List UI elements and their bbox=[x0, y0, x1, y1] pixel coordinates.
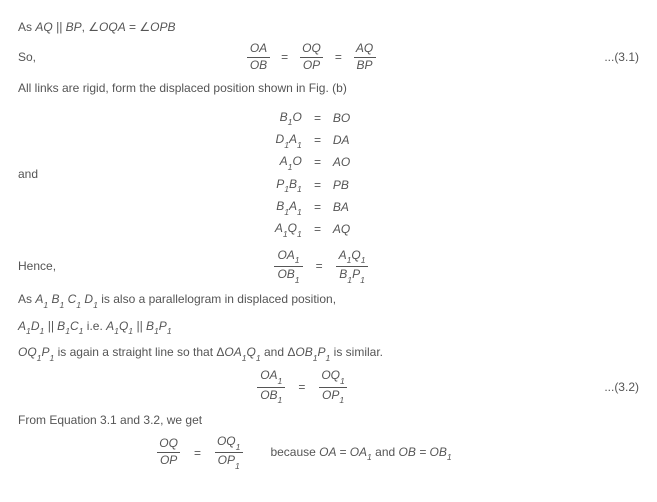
den: OB1 bbox=[257, 387, 285, 405]
num: OA1 bbox=[257, 369, 285, 386]
rhs: AQ bbox=[327, 218, 356, 240]
den: BP bbox=[354, 57, 376, 73]
equation-3-2: OA1OB1 = OQ1OP1 ...(3.2) bbox=[18, 369, 639, 405]
t: OPB bbox=[150, 20, 175, 34]
eq-sign: = bbox=[308, 196, 327, 218]
eq-sign: = bbox=[308, 174, 327, 196]
lhs: P1B1 bbox=[269, 174, 308, 196]
lhs: B1O bbox=[269, 107, 308, 129]
eq-sign: = bbox=[316, 257, 323, 275]
lhs: B1A1 bbox=[269, 196, 308, 218]
t: i.e. bbox=[83, 319, 106, 333]
t: is again a straight line so that Δ bbox=[54, 345, 224, 359]
t: and bbox=[372, 445, 399, 459]
num: OQ1 bbox=[214, 435, 243, 452]
because-clause: because OA = OA1 and OB = OB1 bbox=[270, 443, 451, 463]
num: OQ bbox=[156, 437, 181, 452]
eq-sign: = bbox=[194, 444, 201, 462]
eq-sign: = bbox=[308, 129, 327, 151]
t: A1Q1 || B1P1 bbox=[106, 319, 171, 333]
rigid-equalities: and B1O=BO D1A1=DA A1O=AO P1B1=PB B1A1=B… bbox=[18, 103, 639, 245]
text-parallel-segments: A1D1 || B1C1 i.e. A1Q1 || B1P1 bbox=[18, 317, 639, 337]
den: OB1 bbox=[274, 266, 302, 284]
label-and: and bbox=[18, 165, 46, 183]
eq-number: ...(3.2) bbox=[579, 378, 639, 396]
t: OA1Q1 bbox=[224, 345, 260, 359]
t: As bbox=[18, 20, 35, 34]
num: OQ bbox=[299, 42, 324, 57]
den: B1P1 bbox=[336, 266, 368, 284]
eq-sign: = bbox=[281, 48, 288, 66]
den: OP1 bbox=[319, 387, 347, 405]
rhs: BA bbox=[327, 196, 356, 218]
den: OP bbox=[300, 57, 323, 73]
den: OP1 bbox=[215, 452, 243, 470]
rhs: AO bbox=[327, 151, 356, 173]
aligned-block: B1O=BO D1A1=DA A1O=AO P1B1=PB B1A1=BA A1… bbox=[269, 107, 356, 241]
eq-body: OA1OB1 = OQ1OP1 bbox=[26, 369, 579, 405]
num: OA bbox=[247, 42, 270, 57]
num: A1Q1 bbox=[336, 249, 369, 266]
eq-sign: = bbox=[335, 48, 342, 66]
num: AQ bbox=[353, 42, 376, 57]
den: OP bbox=[157, 452, 180, 468]
equation-final: OQOP = OQ1OP1 because OA = OA1 and OB = … bbox=[18, 435, 639, 471]
t: AQ || BP bbox=[35, 20, 81, 34]
rhs: DA bbox=[327, 129, 356, 151]
eq-sign: = bbox=[308, 218, 327, 240]
t: , ∠ bbox=[82, 20, 99, 34]
t: A1 B1 C1 D1 bbox=[35, 292, 98, 306]
t: A1D1 || B1C1 bbox=[18, 319, 83, 333]
t: and Δ bbox=[261, 345, 296, 359]
eq-body: OA1OB1 = A1Q1B1P1 bbox=[64, 249, 579, 285]
t: OB = OB1 bbox=[399, 445, 452, 459]
lhs: D1A1 bbox=[269, 129, 308, 151]
eq-number: ...(3.1) bbox=[579, 48, 639, 66]
t: OA = OA1 bbox=[319, 445, 372, 459]
eq-sign: = bbox=[298, 378, 305, 396]
t: OQA bbox=[99, 20, 126, 34]
text-parallelogram: As A1 B1 C1 D1 is also a parallelogram i… bbox=[18, 290, 639, 310]
den: OB bbox=[247, 57, 270, 73]
t: because bbox=[270, 445, 319, 459]
t: = ∠ bbox=[126, 20, 150, 34]
t: OB1P1 bbox=[295, 345, 330, 359]
text-similar-triangles: OQ1P1 is again a straight line so that Δ… bbox=[18, 343, 639, 363]
equation-3-1: So, OAOB = OQOP = AQBP ...(3.1) bbox=[18, 42, 639, 73]
t: is also a parallelogram in displaced pos… bbox=[98, 292, 336, 306]
t: As bbox=[18, 292, 35, 306]
text-rigid-links: All links are rigid, form the displaced … bbox=[18, 79, 639, 97]
eq-body: OQOP = OQ1OP1 because OA = OA1 and OB = … bbox=[26, 435, 579, 471]
lhs: A1O bbox=[269, 151, 308, 173]
eq-body: OAOB = OQOP = AQBP bbox=[44, 42, 579, 73]
label-so: So, bbox=[18, 48, 44, 66]
aligned-wrap: B1O=BO D1A1=DA A1O=AO P1B1=PB B1A1=BA A1… bbox=[46, 103, 579, 245]
eq-sign: = bbox=[308, 107, 327, 129]
t: is similar. bbox=[330, 345, 383, 359]
t: OQ1P1 bbox=[18, 345, 54, 359]
eq-sign: = bbox=[308, 151, 327, 173]
text-from-equations: From Equation 3.1 and 3.2, we get bbox=[18, 411, 639, 429]
rhs: PB bbox=[327, 174, 356, 196]
text-parallel-statement: As AQ || BP, ∠OQA = ∠OPB bbox=[18, 18, 639, 36]
label-hence: Hence, bbox=[18, 257, 64, 275]
num: OA1 bbox=[274, 249, 302, 266]
lhs: A1Q1 bbox=[269, 218, 308, 240]
equation-hence: Hence, OA1OB1 = A1Q1B1P1 bbox=[18, 249, 639, 285]
num: OQ1 bbox=[318, 369, 347, 386]
rhs: BO bbox=[327, 107, 356, 129]
